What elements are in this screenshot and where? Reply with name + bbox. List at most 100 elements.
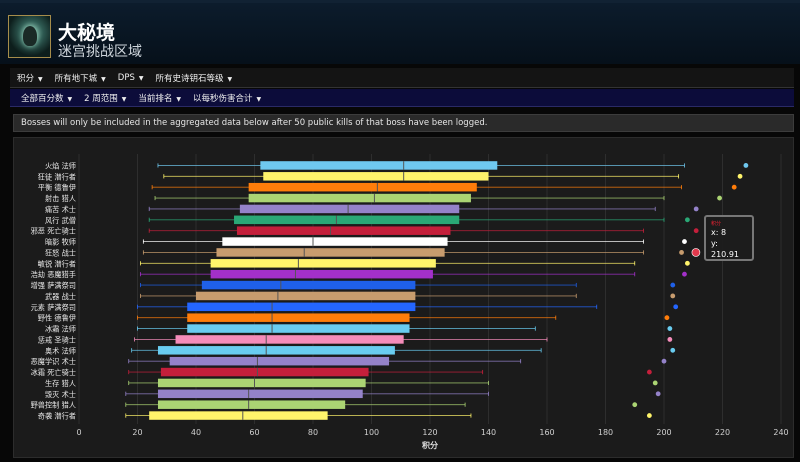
ranking-dropdown[interactable]: 当前排名 ▼ xyxy=(138,93,182,104)
x-axis-label: 积分 xyxy=(422,440,438,450)
x-tick-label: 60 xyxy=(249,428,259,437)
category-label: 野兽控制 猎人 xyxy=(31,401,76,410)
page-subtitle: 迷宫挑战区域 xyxy=(58,44,142,60)
outlier-point xyxy=(670,293,676,299)
outlier-point xyxy=(743,163,749,168)
category-label: 邪恶 死亡骑士 xyxy=(31,227,76,236)
category-label: 狂怒 战士 xyxy=(45,248,76,257)
category-label: 野性 德鲁伊 xyxy=(38,314,76,323)
x-tick-label: 80 xyxy=(308,428,318,437)
x-tick-label: 100 xyxy=(364,428,379,437)
category-label: 狂徒 潜行者 xyxy=(38,172,76,181)
box-rect xyxy=(201,280,416,290)
outlier-point xyxy=(667,337,673,342)
x-tick-label: 240 xyxy=(773,428,788,437)
notice-banner: Bosses will only be included in the aggr… xyxy=(13,114,794,132)
box-rect xyxy=(236,226,451,235)
box-rect xyxy=(234,215,460,225)
box-rect xyxy=(157,346,395,355)
boxplot-chart[interactable]: 0 20 40 60 80 100 120 140 160 180 200 220 240 积分 火焰 法师… xyxy=(14,138,795,459)
box-rect xyxy=(216,248,445,257)
category-label: 敏锐 潜行者 xyxy=(38,259,76,268)
metric-dropdown[interactable]: 积分 ▼ xyxy=(17,73,43,84)
chevron-down-icon: ▼ xyxy=(256,95,262,103)
box-rect xyxy=(222,237,448,246)
box-rect xyxy=(160,367,369,377)
box-rect xyxy=(149,411,328,420)
time-range-dropdown[interactable]: 2 周范围 ▼ xyxy=(84,93,127,104)
chart-container: 0 20 40 60 80 100 120 140 160 180 200 220 240 积分 火焰 法师… xyxy=(13,137,794,458)
chevron-down-icon: ▼ xyxy=(138,74,144,82)
box-rect xyxy=(239,204,460,214)
box-rect xyxy=(157,389,363,399)
page-header: 大秘境 迷宫挑战区域 xyxy=(0,0,800,64)
secondary-filter-bar: 全部百分数 ▼ 2 周范围 ▼ 当前排名 ▼ 以每秒伤害合计 ▼ xyxy=(10,89,794,107)
outlier-point xyxy=(661,358,667,364)
outlier-point xyxy=(670,347,676,353)
aggregation-dropdown[interactable]: 以每秒伤害合计 ▼ xyxy=(193,93,262,104)
tooltip-y: y: 210.91 xyxy=(711,239,739,259)
outlier-point xyxy=(693,228,699,234)
category-label: 浩劫 恶魔猎手 xyxy=(31,270,76,279)
role-dropdown[interactable]: DPS ▼ xyxy=(117,72,144,83)
category-label: 毁灭 术士 xyxy=(45,390,76,399)
chevron-down-icon: ▼ xyxy=(101,75,106,83)
outlier-point xyxy=(731,184,737,190)
outlier-point xyxy=(685,260,690,266)
category-label: 射击 猎人 xyxy=(45,194,76,203)
chevron-down-icon: ▼ xyxy=(176,95,182,103)
category-label: 武器 战士 xyxy=(45,292,76,301)
page-title: 大秘境 xyxy=(58,22,116,44)
keystone-level-dropdown[interactable]: 所有史诗钥石等级 ▼ xyxy=(155,73,233,84)
category-label: 风行 武僧 xyxy=(45,216,76,225)
x-tick-label: 160 xyxy=(539,428,554,437)
x-tick-label: 220 xyxy=(715,428,730,437)
chevron-down-icon: ▼ xyxy=(38,75,43,83)
outlier-point xyxy=(679,250,684,255)
category-label: 冰霜 法师 xyxy=(45,325,76,334)
category-label: 元素 萨满祭司 xyxy=(31,303,76,312)
box-rect xyxy=(157,400,346,409)
outlier-point xyxy=(667,326,673,331)
primary-filter-bar: 积分 ▼ 所有地下城 ▼ DPS ▼ 所有史诗钥石等级 ▼ xyxy=(10,68,794,88)
outlier-point xyxy=(682,271,687,277)
box-rect xyxy=(248,182,477,192)
highlighted-point xyxy=(691,248,701,257)
outlier-point xyxy=(646,413,652,418)
outlier-point xyxy=(717,195,722,201)
category-label: 惩戒 圣骑士 xyxy=(38,335,76,344)
box-rect xyxy=(196,291,416,301)
x-tick-label: 180 xyxy=(598,428,613,437)
category-label: 奥术 法师 xyxy=(45,346,76,355)
box-rect xyxy=(210,259,436,268)
box-rect xyxy=(187,302,416,312)
category-label: 冰霜 死亡骑士 xyxy=(31,368,76,377)
box-rect xyxy=(169,356,390,366)
box-rect xyxy=(187,313,410,322)
outlier-point xyxy=(685,217,690,223)
outlier-point xyxy=(670,282,676,288)
box-rect xyxy=(175,335,404,344)
category-label: 恶魔学识 术士 xyxy=(31,357,76,366)
chevron-down-icon: ▼ xyxy=(67,95,73,103)
chart-tooltip: 积分 x: 8 y: 210.91 xyxy=(704,215,754,261)
outlier-point xyxy=(737,173,743,179)
category-label: 暗影 牧师 xyxy=(45,238,76,247)
outlier-point xyxy=(652,380,658,386)
category-label: 火焰 法师 xyxy=(45,161,76,170)
box-rect xyxy=(157,378,366,388)
outlier-point xyxy=(655,391,661,397)
x-tick-label: 140 xyxy=(481,428,496,437)
box-rect xyxy=(260,161,498,170)
outlier-point xyxy=(664,315,670,321)
dungeon-dropdown[interactable]: 所有地下城 ▼ xyxy=(54,73,106,84)
outlier-point xyxy=(632,402,638,408)
x-tick-label: 120 xyxy=(422,428,437,437)
box-rect xyxy=(210,269,433,279)
x-tick-label: 20 xyxy=(132,428,142,437)
percentile-dropdown[interactable]: 全部百分数 ▼ xyxy=(21,93,73,104)
box-rect xyxy=(263,172,489,181)
outlier-point xyxy=(693,206,699,212)
chevron-down-icon: ▼ xyxy=(227,75,233,83)
tooltip-x: x: 8 xyxy=(711,228,727,237)
